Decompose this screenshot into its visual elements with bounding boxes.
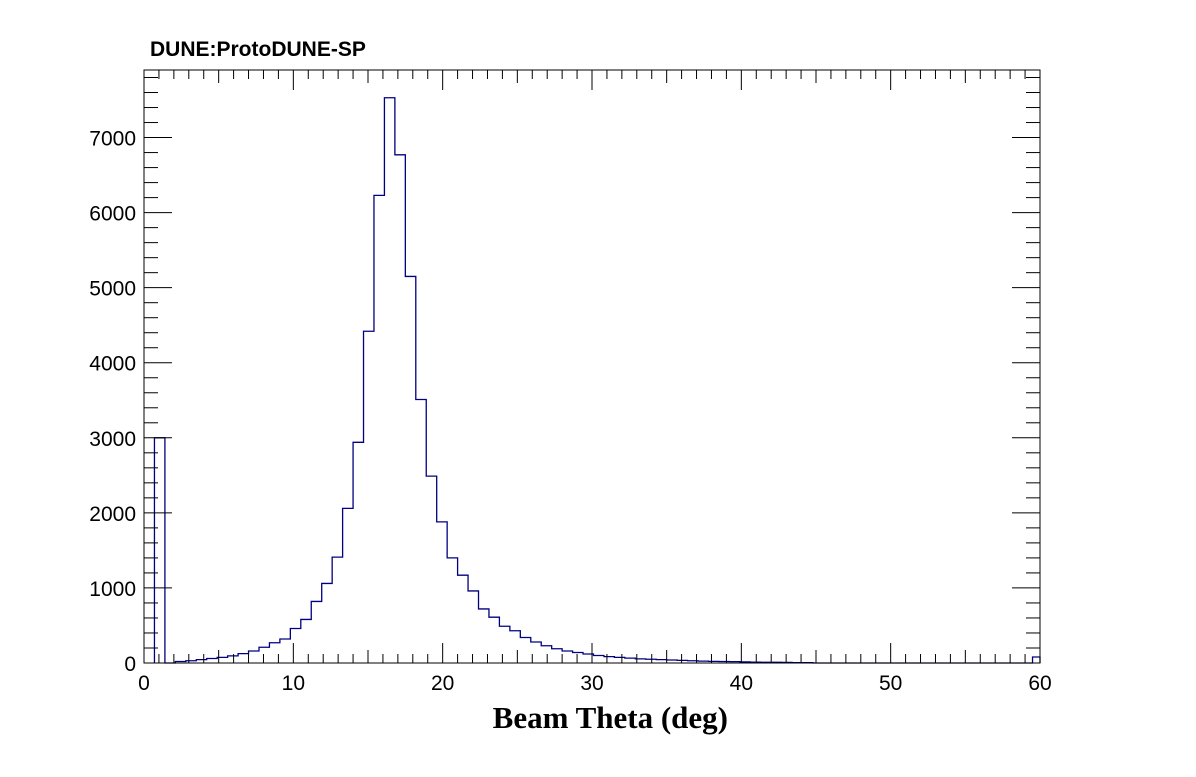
plot-frame [143, 69, 1041, 664]
x-axis-label: Beam Theta (deg) [493, 700, 728, 735]
x-tick-label: 0 [138, 672, 150, 695]
y-tick-label: 3000 [89, 428, 136, 451]
y-tick-label: 4000 [89, 353, 136, 376]
y-tick-label: 0 [124, 653, 136, 676]
experiment-label: DUNE:ProtoDUNE-SP [150, 38, 366, 61]
x-tick-label: 50 [879, 672, 902, 695]
y-tick-label: 7000 [89, 128, 136, 151]
x-tick-label: 10 [282, 672, 305, 695]
x-tick-label: 30 [580, 672, 603, 695]
y-tick-label: 1000 [89, 578, 136, 601]
y-tick-label: 2000 [89, 503, 136, 526]
histogram-line [153, 97, 1041, 664]
x-tick-label: 20 [431, 672, 454, 695]
plot-layer: 0 10 20 30 40 50 60 0 1000 2000 3000 4000 5000 6000 70… [89, 69, 1052, 695]
y-tick-label: 5000 [89, 278, 136, 301]
x-tick-label: 40 [730, 672, 753, 695]
y-tick-label: 6000 [89, 203, 136, 226]
x-tick-label: 60 [1028, 672, 1051, 695]
